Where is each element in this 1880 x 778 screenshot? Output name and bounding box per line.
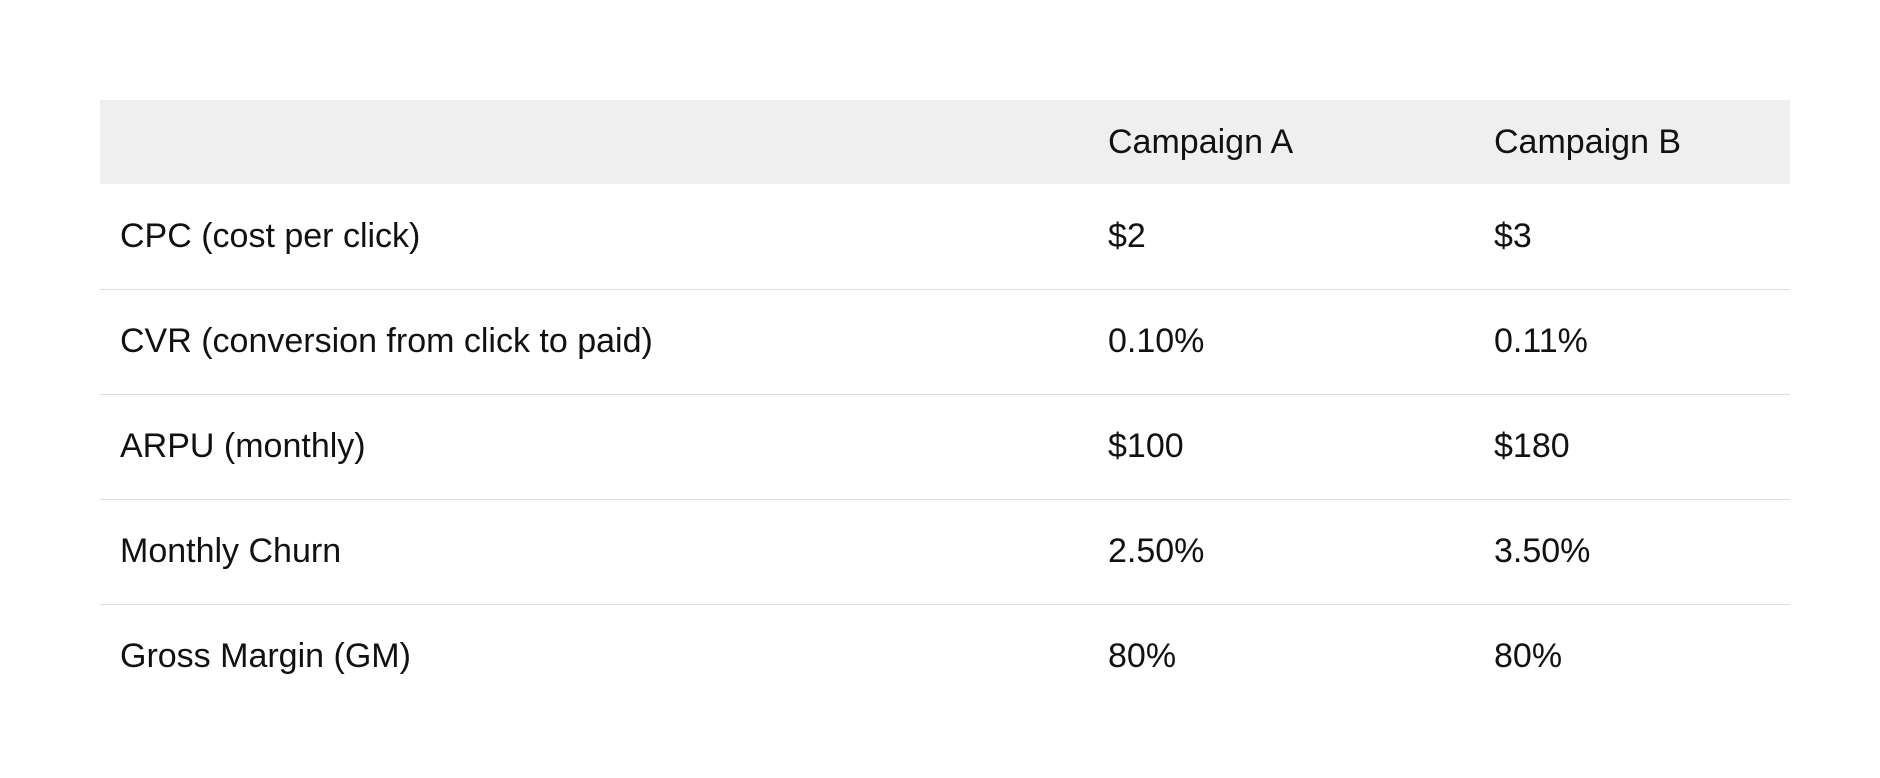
table-row: Gross Margin (GM) 80% 80%	[100, 604, 1790, 709]
row-value-campaign-a: 80%	[1108, 637, 1177, 676]
row-metric-label: CPC (cost per click)	[120, 216, 421, 255]
row-value-campaign-a: $100	[1108, 427, 1184, 465]
header-row: Campaign A Campaign B	[100, 100, 1790, 184]
row-metric-label: Monthly Churn	[120, 532, 342, 570]
row-metric-label: ARPU (monthly)	[120, 427, 366, 465]
header-campaign-a: Campaign A	[1108, 122, 1294, 161]
header-campaign-b: Campaign B	[1494, 122, 1682, 161]
table-header: Campaign A Campaign B	[100, 100, 1790, 184]
row-value-campaign-b: $180	[1494, 427, 1570, 465]
row-metric-label: Gross Margin (GM)	[120, 637, 411, 676]
row-value-campaign-a: 0.10%	[1108, 322, 1205, 360]
table-body: CPC (cost per click) $2 $3 CVR (conversi…	[100, 184, 1790, 709]
table-row: Monthly Churn 2.50% 3.50%	[100, 499, 1790, 604]
table-row: CPC (cost per click) $2 $3	[100, 184, 1790, 289]
header-metric-column	[100, 100, 1088, 184]
campaign-comparison-table: Campaign A Campaign B CPC (cost per clic…	[100, 100, 1790, 709]
row-value-campaign-b: 0.11%	[1494, 322, 1588, 360]
table-row: ARPU (monthly) $100 $180	[100, 394, 1790, 499]
row-value-campaign-b: 80%	[1494, 637, 1563, 676]
row-value-campaign-a: $2	[1108, 216, 1146, 255]
row-metric-label: CVR (conversion from click to paid)	[120, 322, 653, 360]
row-value-campaign-b: 3.50%	[1494, 532, 1591, 570]
comparison-table-container: Campaign A Campaign B CPC (cost per clic…	[100, 100, 1790, 709]
row-value-campaign-a: 2.50%	[1108, 532, 1205, 570]
row-value-campaign-b: $3	[1494, 216, 1532, 255]
table-row: CVR (conversion from click to paid) 0.10…	[100, 289, 1790, 394]
